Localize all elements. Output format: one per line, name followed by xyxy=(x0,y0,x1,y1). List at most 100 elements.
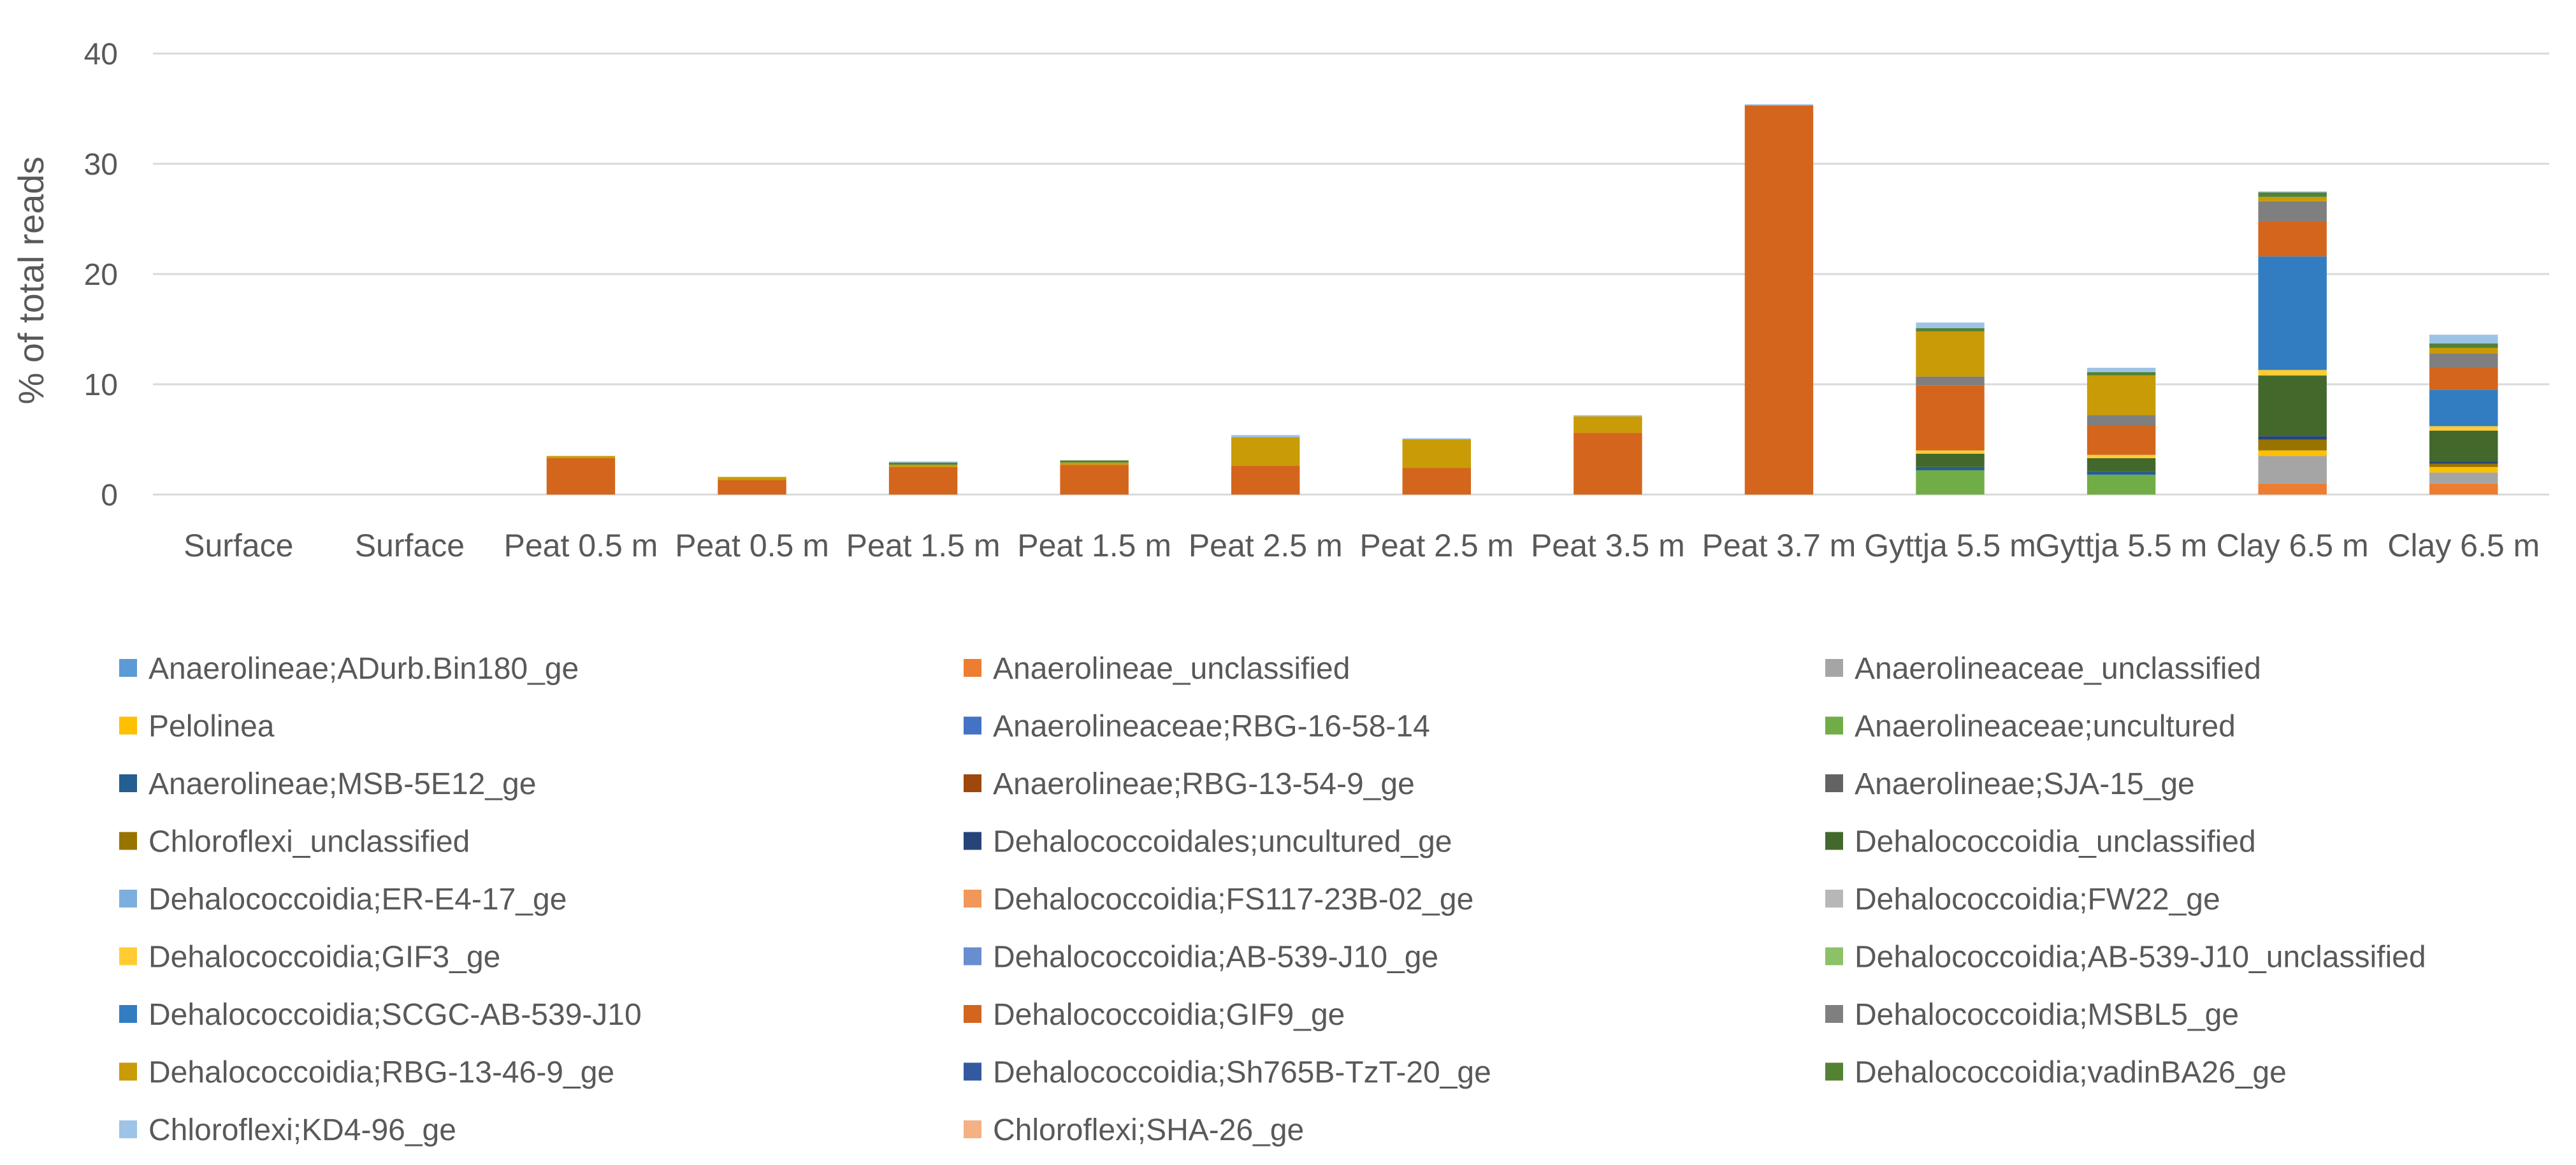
legend-item: Dehalococcoidia;AB-539-J10_unclassified xyxy=(1825,941,2426,974)
legend-swatch xyxy=(119,832,137,850)
legend-label: Dehalococcoidia;ER-E4-17_ge xyxy=(148,883,567,916)
bar-segment xyxy=(1402,438,1471,440)
legend-label: Dehalococcoidia;GIF9_ge xyxy=(993,998,1345,1032)
bar-segment xyxy=(1916,328,1985,331)
legend-item: Anaerolineae;MSB-5E12_ge xyxy=(119,767,536,801)
legend-item: Dehalococcoidia;FW22_ge xyxy=(1825,883,2220,916)
bar-segment xyxy=(2429,335,2498,344)
bar-segment xyxy=(1916,376,1985,386)
legend-label: Dehalococcoidia;MSBL5_ge xyxy=(1855,998,2239,1032)
x-category-label: Peat 2.5 m xyxy=(1189,528,1343,563)
bar-segment xyxy=(2258,439,2327,451)
x-axis-categories: Surface Surface Peat 0.5 m Peat 0.5 m Peat 1… xyxy=(184,528,2540,563)
legend-item: Anaerolineaceae;RBG-16-58-14 xyxy=(964,710,1430,744)
bar-segment xyxy=(2087,368,2156,372)
legend-item: Dehalococcoidales;uncultured_ge xyxy=(964,825,1452,859)
bar-segment xyxy=(1060,465,1129,495)
x-category-label: Peat 1.5 m xyxy=(846,528,1001,563)
x-category-label: Gyttja 5.5 m xyxy=(1864,528,2036,563)
bar-segment xyxy=(2429,368,2498,390)
bar-segment xyxy=(2087,454,2156,458)
legend-item: Dehalococcoidia_unclassified xyxy=(1825,825,2256,859)
y-tick-label: 20 xyxy=(84,258,118,292)
legend-item: Pelolinea xyxy=(119,710,275,744)
legend-label: Dehalococcoidia;FS117-23B-02_ge xyxy=(993,883,1473,916)
bar-segment xyxy=(888,462,958,465)
legend-label: Dehalococcoidia_unclassified xyxy=(1855,825,2256,859)
legend: Anaerolineae;ADurb.Bin180_ge Anaerolineae… xyxy=(119,652,2426,1147)
bar-segment xyxy=(1231,466,1300,495)
legend-label: Anaerolineae;MSB-5E12_ge xyxy=(148,767,536,801)
bar-segment xyxy=(2258,196,2327,201)
bar-segment xyxy=(1916,331,1985,377)
x-category-label: Surface xyxy=(184,528,293,563)
legend-swatch xyxy=(1825,1005,1843,1023)
legend-item: Anaerolineae;SJA-15_ge xyxy=(1825,767,2195,801)
legend-label: Dehalococcoidia;AB-539-J10_ge xyxy=(993,941,1438,974)
legend-swatch xyxy=(1825,659,1843,677)
x-category-label: Peat 1.5 m xyxy=(1017,528,1171,563)
bar-segment xyxy=(1916,450,1985,454)
legend-swatch xyxy=(964,832,981,850)
bar-segment xyxy=(2087,375,2156,416)
bar-segment xyxy=(2429,426,2498,431)
legend-item: Anaerolineae;ADurb.Bin180_ge xyxy=(119,652,579,686)
bar-segment xyxy=(2429,353,2498,368)
legend-item: Anaerolineaceae;uncultured xyxy=(1825,710,2236,744)
y-tick-label: 40 xyxy=(84,38,118,71)
legend-swatch xyxy=(119,659,137,677)
legend-swatch xyxy=(964,716,981,735)
bar-segment xyxy=(2429,343,2498,348)
bar-segment xyxy=(2087,458,2156,472)
bar-segment xyxy=(1402,439,1471,468)
bar-segment xyxy=(2429,430,2498,462)
y-axis-title: % of total reads xyxy=(11,156,51,404)
legend-label: Dehalococcoidia;RBG-13-46-9_ge xyxy=(148,1056,614,1090)
bar-segment xyxy=(1402,468,1471,495)
bar-segment xyxy=(1916,467,1985,470)
bar-segment xyxy=(1744,104,1814,106)
bar-segment xyxy=(546,458,616,495)
bar-segment xyxy=(1916,385,1985,451)
bar-segment xyxy=(1060,460,1129,463)
bar-segment xyxy=(2429,472,2498,484)
legend-label: Anaerolineae;SJA-15_ge xyxy=(1855,767,2195,801)
legend-label: Chloroflexi;SHA-26_ge xyxy=(993,1113,1304,1147)
legend-swatch xyxy=(964,1120,981,1138)
legend-swatch xyxy=(119,716,137,735)
legend-item: Chloroflexi_unclassified xyxy=(119,825,470,859)
legend-label: Anaerolineaceae;uncultured xyxy=(1855,710,2236,744)
legend-item: Dehalococcoidia;RBG-13-46-9_ge xyxy=(119,1056,614,1090)
legend-swatch xyxy=(119,1062,137,1081)
bar-segment xyxy=(2087,425,2156,455)
legend-swatch xyxy=(1825,774,1843,792)
legend-item: Dehalococcoidia;vadinBA26_ge xyxy=(1825,1056,2287,1090)
bar-segment xyxy=(546,456,616,458)
legend-label: Pelolinea xyxy=(148,710,275,744)
legend-label: Anaerolineaceae_unclassified xyxy=(1855,652,2261,686)
x-category-label: Surface xyxy=(355,528,465,563)
legend-label: Chloroflexi;KD4-96_ge xyxy=(148,1113,456,1147)
x-category-label: Peat 0.5 m xyxy=(504,528,658,563)
bar-segment xyxy=(2258,221,2327,257)
bar-segment xyxy=(1916,322,1985,328)
legend-swatch xyxy=(964,1005,981,1023)
bar-segment xyxy=(1574,416,1642,433)
y-tick-label: 30 xyxy=(84,148,118,182)
bar-segment xyxy=(888,461,958,463)
bar-segment xyxy=(1744,105,1814,495)
legend-label: Dehalococcoidia;SCGC-AB-539-J10 xyxy=(148,998,642,1032)
bar-segment xyxy=(2429,461,2498,464)
legend-item: Dehalococcoidia;Sh765B-TzT-20_ge xyxy=(964,1056,1491,1090)
legend-label: Anaerolineae_unclassified xyxy=(993,652,1350,686)
bar-segment xyxy=(2258,436,2327,440)
bar-segment xyxy=(2429,347,2498,354)
legend-label: Chloroflexi_unclassified xyxy=(148,825,470,859)
y-tick-label: 10 xyxy=(84,368,118,402)
bar-segment xyxy=(2258,201,2327,221)
legend-label: Dehalococcoidia;vadinBA26_ge xyxy=(1855,1056,2287,1090)
legend-item: Dehalococcoidia;GIF9_ge xyxy=(964,998,1345,1032)
y-tick-label: 0 xyxy=(101,479,118,512)
bars xyxy=(546,104,2498,495)
bar-segment xyxy=(2258,191,2327,192)
